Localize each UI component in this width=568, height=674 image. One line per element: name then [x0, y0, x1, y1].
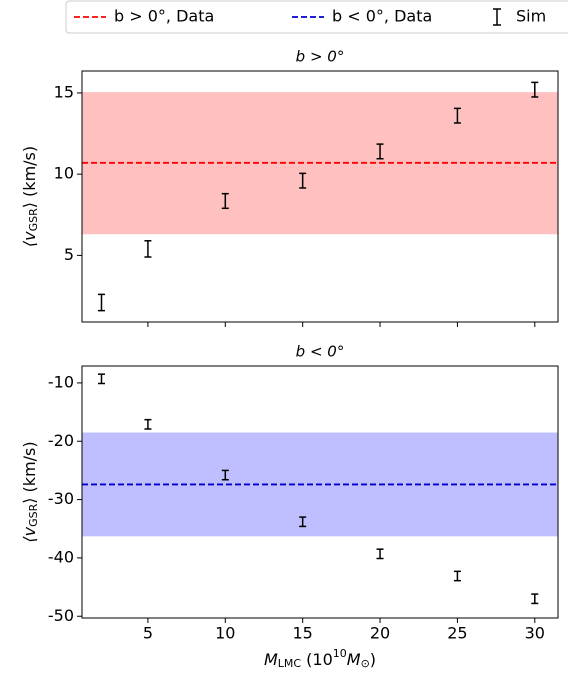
label-part: GSR [27, 503, 40, 527]
label-part: M [264, 650, 278, 669]
error-bar [97, 293, 105, 312]
x-tick-label: 30 [525, 624, 545, 643]
x-tick-label: 20 [370, 624, 390, 643]
x-axis-label: MLMC (1010M⊙) [264, 647, 376, 670]
label-part: LMC [278, 657, 302, 670]
label-part: ) [370, 650, 376, 669]
error-bar [453, 570, 461, 582]
y-axis-label: ⟨vGSR⟩ (km/s) [20, 146, 41, 247]
error-bar [144, 240, 152, 258]
error-bar [299, 172, 307, 189]
error-bar [453, 107, 461, 124]
label-part: GSR [27, 208, 40, 232]
x-tick-label: 15 [292, 624, 312, 643]
error-bar [97, 373, 105, 385]
error-bar [376, 548, 384, 560]
label-part: ⟨v [20, 526, 39, 542]
label-part: (10 [301, 650, 333, 669]
axes-frame [81, 365, 559, 619]
error-bar [376, 143, 384, 160]
y-tick-label: 15 [54, 82, 74, 101]
error-bar [221, 192, 229, 210]
x-tick-label: 10 [215, 624, 235, 643]
axes-frame [81, 70, 559, 323]
y-axis-label: ⟨vGSR⟩ (km/s) [20, 441, 41, 542]
label-part: ⟨v [20, 231, 39, 247]
y-tick-label: -40 [48, 547, 74, 566]
legend-label: Sim [516, 7, 546, 26]
x-tick-label: 25 [447, 624, 467, 643]
error-bar [299, 516, 307, 528]
error-bar [221, 469, 229, 481]
y-tick-label: -30 [48, 489, 74, 508]
legend-box [65, 0, 568, 34]
x-tick-label: 5 [143, 624, 153, 643]
legend-label: b < 0°, Data [332, 7, 432, 26]
legend-label: b > 0°, Data [114, 7, 214, 26]
panel-title: b < 0° [296, 343, 345, 361]
y-tick-label: 5 [64, 245, 74, 264]
panel-title: b > 0° [296, 48, 345, 66]
label-part: ⟩ (km/s) [20, 441, 39, 503]
label-part: M [347, 650, 361, 669]
y-tick-label: 10 [54, 164, 74, 183]
legend-swatch [493, 8, 501, 26]
y-tick-label: -20 [48, 431, 74, 450]
label-part: 10 [333, 647, 347, 660]
y-tick-label: -10 [48, 372, 74, 391]
error-bar [531, 81, 539, 98]
label-part: ⟩ (km/s) [20, 146, 39, 208]
error-bar [144, 418, 152, 430]
y-tick-label: -50 [48, 606, 74, 625]
label-part: ⊙ [361, 657, 370, 670]
error-bar [531, 593, 539, 605]
